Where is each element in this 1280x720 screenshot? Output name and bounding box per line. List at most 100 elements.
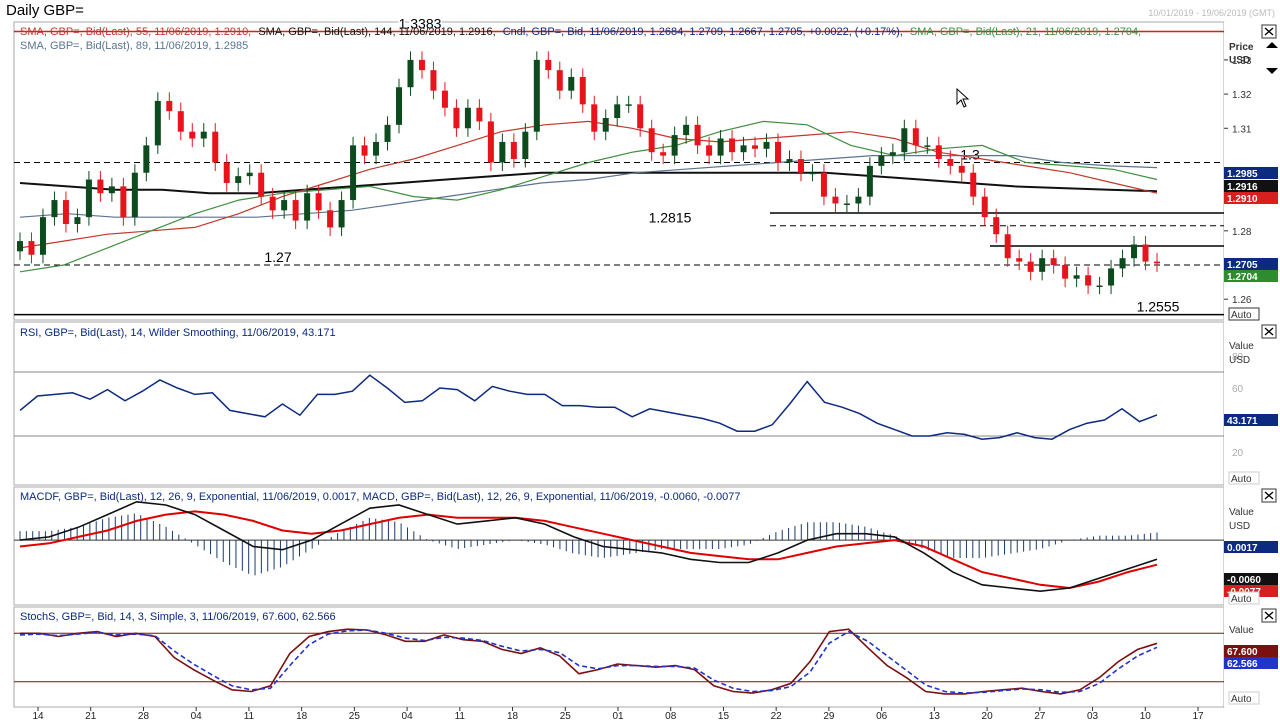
candle-body: [797, 159, 804, 173]
x-tick-label: 25: [349, 711, 361, 720]
candle-body: [499, 141, 506, 163]
value-tag: [1224, 270, 1278, 282]
legend-candle: Cndl, GBP=, Bid, 11/06/2019, 1.2684, 1.2…: [503, 26, 903, 38]
x-tick-label: 28: [138, 711, 150, 720]
stochastic-series: [14, 628, 1224, 695]
candle-body: [338, 200, 345, 228]
candle-body: [935, 145, 942, 160]
candle-body: [154, 100, 161, 146]
candle-body: [1016, 258, 1023, 262]
rsi-auto-button[interactable]: Auto: [1228, 471, 1260, 485]
candle-body: [246, 172, 253, 177]
candle-body: [28, 241, 35, 255]
price-scroll-down-button[interactable]: [1266, 68, 1278, 74]
sma21-line: [19, 120, 1158, 273]
candle-body: [361, 145, 368, 156]
x-tick-label: 01: [612, 711, 624, 720]
x-tick-label: 03: [1087, 711, 1099, 720]
macd-close-button[interactable]: [1261, 488, 1277, 503]
x-tick-label: 08: [665, 711, 677, 720]
price-auto-button[interactable]: Auto: [1228, 307, 1260, 321]
candle-body: [453, 107, 460, 129]
candle-body: [843, 203, 850, 205]
candle-body: [878, 155, 885, 166]
candle-body: [430, 70, 437, 91]
window-title: Daily GBP=: [6, 2, 84, 19]
rsi-close-button[interactable]: [1261, 324, 1277, 339]
macd-panel[interactable]: [13, 486, 1225, 606]
candle-body: [373, 141, 380, 156]
value-tag: [1224, 657, 1278, 669]
candle-body: [729, 138, 736, 153]
y-tick-label: 1.33: [1232, 56, 1252, 67]
candle-body: [166, 100, 173, 112]
candle-body: [131, 172, 138, 218]
candle-body: [568, 76, 575, 91]
value-tag-label: -0.0060: [1227, 575, 1261, 586]
y-tick-label: 1.32: [1232, 90, 1252, 101]
x-tick-label: 22: [771, 711, 783, 720]
candle-body: [315, 193, 322, 211]
x-tick-label: 25: [560, 711, 572, 720]
price-legend-line1: SMA, GBP=, Bid(Last), 55, 11/06/2019, 1.…: [20, 26, 1141, 38]
x-tick-label: 14: [32, 711, 44, 720]
macd-auto-button[interactable]: Auto: [1228, 591, 1260, 605]
candle-body: [487, 121, 494, 163]
candle-body: [1004, 234, 1011, 259]
price-axis-unit: USD: [1229, 55, 1250, 66]
candle-body: [177, 111, 184, 132]
legend-sma89: SMA, GBP=, Bid(Last), 89, 11/06/2019, 1.…: [20, 40, 248, 52]
candle-body: [602, 118, 609, 132]
x-axis: 14 21 28 04 11 18 25 04 11 18 25 01 08 15 22 29 06 13 20 27…: [32, 707, 1204, 720]
stoch-legend: StochS, GBP=, Bid, 14, 3, Simple, 3, 11/…: [20, 611, 336, 623]
candle-body: [85, 179, 92, 218]
rsi-axis-title: Value: [1229, 341, 1254, 352]
price-scroll-up-button[interactable]: [1266, 42, 1278, 48]
close-icon: [1264, 27, 1274, 36]
rsi-tick-label: 80: [1232, 352, 1244, 363]
candle-body: [258, 172, 265, 197]
candle-body: [660, 152, 667, 156]
rsi-axis-unit: USD: [1229, 355, 1250, 366]
rsi-tick-label: 60: [1232, 384, 1244, 395]
candle-body: [235, 176, 242, 183]
candle-body: [533, 59, 540, 132]
candle-body: [648, 128, 655, 153]
stoch-close-button[interactable]: [1261, 608, 1277, 623]
candle-body: [223, 162, 230, 183]
stoch-panel[interactable]: [13, 606, 1225, 708]
close-icon: [1264, 611, 1274, 620]
value-tag: [1224, 258, 1278, 270]
candle-body: [671, 135, 678, 156]
candle-body: [786, 159, 793, 163]
candle-body: [924, 145, 931, 147]
chevron-down-icon: [1266, 68, 1278, 74]
x-tick-label: 06: [876, 711, 888, 720]
candle-body: [775, 141, 781, 163]
candle-body: [958, 165, 965, 173]
candle-body: [820, 172, 827, 197]
macd-signal-line: [19, 510, 1158, 590]
candle-body: [1108, 268, 1115, 286]
x-tick-label: 18: [296, 711, 308, 720]
stoch-d-line: [19, 629, 1158, 694]
price-close-button[interactable]: [1261, 24, 1277, 39]
candle-body: [39, 217, 46, 255]
sma144-line: [19, 171, 1158, 195]
candle-body: [579, 76, 586, 105]
value-tag-label: 0.0017: [1227, 543, 1258, 554]
rsi-panel[interactable]: [13, 321, 1225, 486]
candle-body: [1085, 275, 1092, 286]
candle-body: [74, 217, 81, 224]
x-tick-label: 29: [823, 711, 835, 720]
price-axis-title: Price: [1229, 42, 1254, 53]
macd-axis-unit: USD: [1229, 521, 1250, 532]
candle-body: [108, 186, 115, 194]
value-tag: [1224, 573, 1278, 585]
stoch-auto-button[interactable]: Auto: [1228, 691, 1260, 705]
price-level-lines: 1.3383 1.3 1.2815 1.27 1.2555: [14, 14, 1224, 316]
candle-body: [889, 152, 896, 156]
value-tag: [1224, 167, 1278, 179]
chevron-up-icon: [1266, 42, 1278, 48]
candle-body: [384, 124, 391, 142]
